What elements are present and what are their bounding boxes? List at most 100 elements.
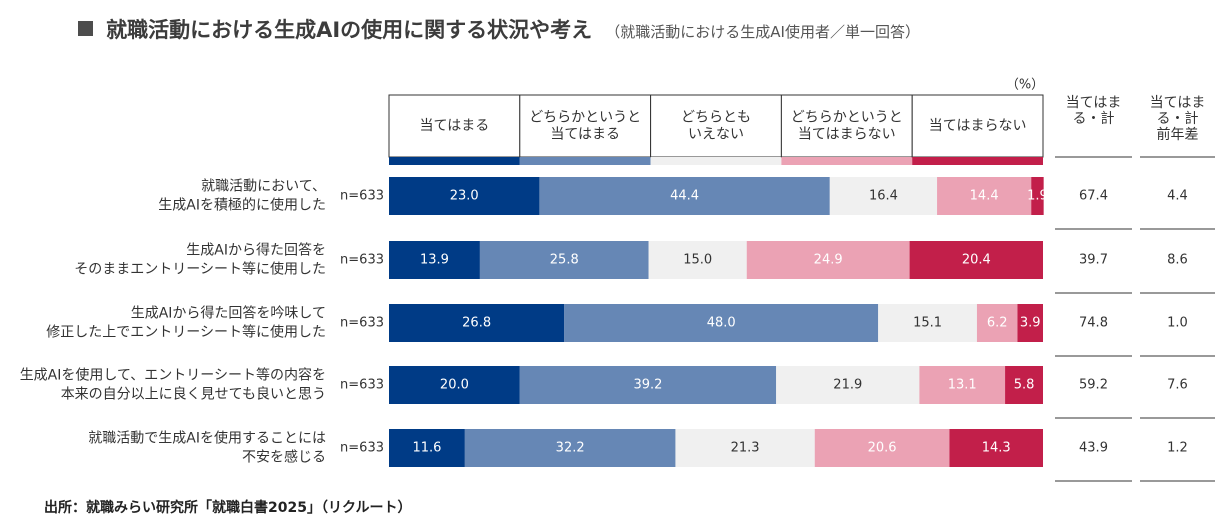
- data-label: 15.0: [683, 253, 712, 268]
- data-label: 20.6: [868, 441, 897, 456]
- source-note: 出所：就職みらい研究所「就職白書2025」（リクルート）: [44, 500, 412, 516]
- category-label: そのままエントリーシート等に使用した: [74, 261, 326, 278]
- category-label: 修正した上でエントリーシート等に使用した: [46, 324, 326, 341]
- data-label: 16.4: [869, 189, 898, 204]
- data-label: 3.9: [1020, 316, 1041, 331]
- data-label: 1.9: [1027, 189, 1048, 204]
- legend-swatch: [389, 157, 520, 165]
- total-value: 74.8: [1079, 316, 1108, 331]
- n-label: n=633: [340, 189, 384, 204]
- bar-segment: [675, 429, 815, 467]
- data-label: 14.3: [982, 441, 1011, 456]
- bar-segment: [776, 366, 920, 404]
- year-diff-value: 1.2: [1167, 441, 1188, 456]
- legend-header-cell: [911, 94, 1044, 158]
- data-label: 14.4: [970, 189, 999, 204]
- data-label: 20.0: [440, 378, 469, 393]
- legend-label: 当てはまらない: [929, 118, 1027, 134]
- legend-label: どちらかというと: [529, 110, 641, 126]
- data-label: 13.1: [948, 378, 977, 393]
- column-header-label: る・計: [1073, 111, 1115, 127]
- category-label: 不安を感じる: [242, 449, 326, 466]
- column-header-label: 前年差: [1157, 126, 1199, 143]
- legend-swatch: [912, 157, 1043, 165]
- n-label: n=633: [340, 316, 384, 331]
- n-label: n=633: [340, 253, 384, 268]
- category-label: 生成AIを使用して、エントリーシート等の内容を: [20, 367, 326, 384]
- bar-segment: [878, 304, 977, 342]
- bar-segment: [976, 304, 1018, 342]
- column-header-label: 当てはま: [1066, 95, 1122, 111]
- legend-header-cell: [650, 94, 782, 158]
- category-label: 就職活動において、: [201, 179, 326, 195]
- data-label: 26.8: [462, 316, 491, 331]
- bar-segment: [389, 241, 480, 279]
- chart-title-main: 就職活動における生成AIの使用に関する状況や考え: [106, 18, 593, 42]
- column-header-label: る・計: [1157, 111, 1199, 127]
- data-label: 44.4: [670, 189, 699, 204]
- column-header-label: 当てはま: [1150, 95, 1206, 111]
- n-label: n=633: [340, 378, 384, 393]
- bar-segment: [1005, 366, 1043, 404]
- category-label: 生成AIから得た回答を吟味して: [131, 305, 326, 322]
- data-label: 48.0: [707, 316, 736, 331]
- data-label: 15.1: [913, 316, 942, 331]
- bar-segment: [464, 429, 676, 467]
- data-label: 23.0: [450, 189, 479, 204]
- bar-segment: [949, 429, 1043, 467]
- category-label: 生成AIを積極的に使用した: [158, 197, 326, 214]
- bar-segment: [829, 177, 938, 215]
- unit-label: （%）: [1006, 78, 1044, 93]
- chart-title-subtitle: （就職活動における生成AI使用者／単一回答）: [605, 23, 920, 41]
- legend-label: 当てはまらない: [798, 127, 896, 143]
- bar-segment: [746, 241, 910, 279]
- chart-title: 就職活動における生成AIの使用に関する状況や考え （就職活動における生成AI使用…: [78, 14, 920, 44]
- n-label: n=633: [340, 441, 384, 456]
- category-label: 本来の自分以上に良く見せても良いと思う: [61, 387, 326, 403]
- data-label: 25.8: [550, 253, 579, 268]
- data-label: 21.3: [731, 441, 760, 456]
- legend-header-cell: [388, 94, 521, 158]
- total-value: 39.7: [1079, 253, 1108, 268]
- total-value: 43.9: [1079, 441, 1108, 456]
- square-bullet-icon: [78, 21, 93, 36]
- bar-segment: [1017, 304, 1043, 342]
- legend-label: 当てはまる: [550, 127, 620, 143]
- bar-segment: [1031, 177, 1044, 215]
- year-diff-value: 1.0: [1167, 316, 1188, 331]
- bar-segment: [389, 304, 565, 342]
- data-label: 20.4: [962, 253, 991, 268]
- legend-label: どちらとも: [681, 110, 751, 126]
- data-label: 13.9: [420, 253, 449, 268]
- year-diff-value: 4.4: [1167, 189, 1188, 204]
- legend-label: いえない: [688, 127, 744, 143]
- data-label: 32.2: [556, 441, 585, 456]
- legend-swatch: [781, 157, 913, 165]
- data-label: 11.6: [412, 441, 441, 456]
- total-value: 59.2: [1079, 378, 1108, 393]
- bar-segment: [937, 177, 1032, 215]
- legend-label: 当てはまる: [420, 118, 490, 134]
- bar-segment: [479, 241, 649, 279]
- data-label: 21.9: [833, 378, 862, 393]
- bar-segment: [389, 177, 540, 215]
- bar-segment: [389, 429, 465, 467]
- bar-segment: [519, 366, 777, 404]
- legend-header-cell: [519, 94, 652, 158]
- bar-segment: [539, 177, 830, 215]
- bar-segment: [389, 366, 520, 404]
- category-label: 生成AIから得た回答を: [186, 242, 326, 259]
- total-value: 67.4: [1079, 189, 1108, 204]
- bar-segment: [919, 366, 1006, 404]
- data-label: 39.2: [634, 378, 663, 393]
- bar-segment: [909, 241, 1043, 279]
- year-diff-value: 8.6: [1167, 253, 1188, 268]
- data-label: 6.2: [987, 316, 1008, 331]
- data-label: 5.8: [1014, 378, 1035, 393]
- data-label: 24.9: [814, 253, 843, 268]
- year-diff-value: 7.6: [1167, 378, 1188, 393]
- bar-segment: [814, 429, 950, 467]
- category-label: 就職活動で生成AIを使用することには: [88, 430, 326, 447]
- legend-swatch: [650, 157, 782, 165]
